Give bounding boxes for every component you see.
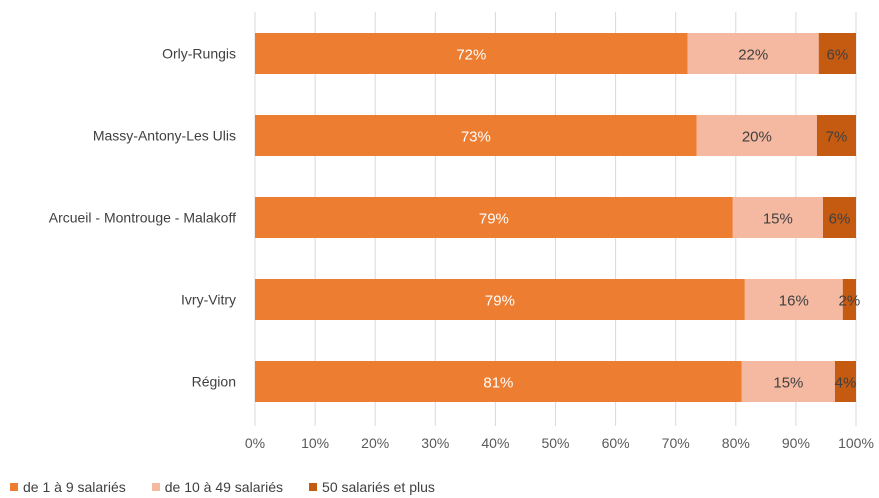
data-label-3-2: 2%	[839, 293, 861, 310]
category-label-3: Ivry-Vitry	[181, 292, 236, 308]
legend-item-series-1: de 10 à 49 salariés	[151, 479, 284, 495]
bar-segment-1-1	[696, 115, 817, 156]
bars	[255, 33, 856, 402]
data-label-4-0: 81%	[483, 375, 513, 392]
data-label-2-2: 6%	[829, 211, 851, 228]
bar-segment-3-1	[744, 279, 843, 320]
bar-segment-1-0	[255, 115, 697, 156]
category-labels: Orly-Rungis Massy-Antony-Les Ulis Arcueil …	[49, 46, 236, 390]
legend: de 1 à 9 salariés de 10 à 49 salariés 50…	[10, 478, 461, 496]
x-axis-ticks: 0% 10% 20% 30% 40% 50% 60% 70% 80% 90% 100%	[245, 435, 874, 451]
data-label-2-1: 15%	[763, 211, 793, 228]
data-label-3-0: 79%	[485, 293, 515, 310]
legend-label-series-2: 50 salariés et plus	[322, 479, 435, 495]
data-label-0-0: 72%	[456, 47, 486, 64]
bar-segment-2-0	[255, 197, 733, 238]
bar-segment-3-0	[255, 279, 745, 320]
x-tick-label-1: 10%	[301, 435, 329, 451]
bar-segment-0-1	[687, 33, 819, 74]
category-label-0: Orly-Rungis	[162, 46, 236, 62]
bar-segment-3-2	[842, 279, 856, 320]
data-label-0-2: 6%	[827, 47, 849, 64]
data-label-4-2: 4%	[835, 375, 857, 392]
bar-segment-0-2	[818, 33, 856, 74]
bar-segment-4-2	[834, 361, 856, 402]
data-label-2-0: 79%	[479, 211, 509, 228]
x-tick-label-0: 0%	[245, 435, 265, 451]
data-labels: 72% 22% 6% 73% 20% 7% 79% 15% 6% 79% 16% 2% 81% 15% 4%	[456, 47, 860, 392]
data-label-1-0: 73%	[461, 129, 491, 146]
x-tick-label-5: 50%	[541, 435, 569, 451]
legend-item-series-2: 50 salariés et plus	[309, 479, 435, 495]
data-label-3-1: 16%	[779, 293, 809, 310]
legend-label-series-1: de 10 à 49 salariés	[164, 479, 284, 495]
legend-swatch-series-0	[10, 483, 18, 491]
data-label-1-2: 7%	[826, 129, 848, 146]
x-tick-label-3: 30%	[421, 435, 449, 451]
category-label-2: Arcueil - Montrouge - Malakoff	[49, 210, 236, 226]
category-label-1: Massy-Antony-Les Ulis	[93, 128, 236, 144]
data-label-1-1: 20%	[742, 129, 772, 146]
bar-segment-0-0	[255, 33, 688, 74]
bar-segment-2-1	[732, 197, 823, 238]
x-tick-label-7: 70%	[662, 435, 690, 451]
data-label-0-1: 22%	[738, 47, 768, 64]
x-tick-label-2: 20%	[361, 435, 389, 451]
bar-segment-1-2	[816, 115, 856, 156]
x-tick-label-6: 60%	[602, 435, 630, 451]
bar-segment-2-2	[822, 197, 856, 238]
category-label-4: Région	[192, 374, 236, 390]
legend-swatch-series-2	[309, 483, 318, 491]
x-tick-label-8: 80%	[722, 435, 750, 451]
x-tick-label-9: 90%	[782, 435, 810, 451]
bar-segment-4-1	[741, 361, 835, 402]
x-tick-label-4: 40%	[481, 435, 509, 451]
data-label-4-1: 15%	[773, 375, 803, 392]
chart-canvas: 72% 22% 6% 73% 20% 7% 79% 15% 6% 79% 16% 2% 81% 15% 4%…	[49, 12, 874, 451]
legend-swatch-series-1	[151, 483, 160, 491]
legend-label-series-0: de 1 à 9 salariés	[23, 479, 126, 495]
bar-segment-4-0	[255, 361, 742, 402]
legend-item-series-0: de 1 à 9 salariés	[10, 479, 126, 495]
x-tick-label-10: 100%	[838, 435, 874, 451]
